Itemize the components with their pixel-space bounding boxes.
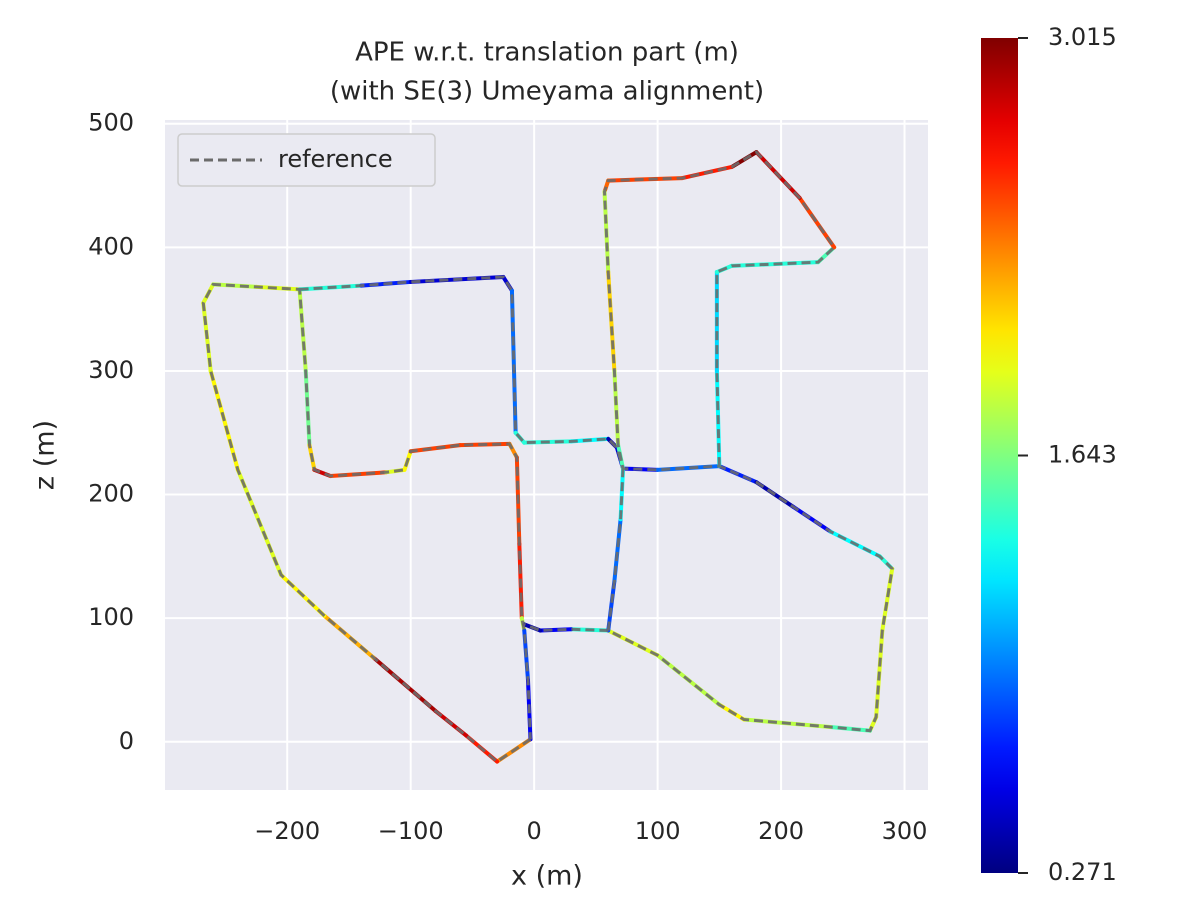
x-tick-label: 300: [882, 817, 928, 845]
x-tick-label: −200: [254, 817, 320, 845]
colorbar-fill: [981, 38, 1018, 873]
chart-subtitle: (with SE(3) Umeyama alignment): [330, 77, 764, 107]
y-tick-label: 100: [88, 603, 134, 631]
colorbar-tick-label: 1.643: [1048, 441, 1117, 469]
y-tick-label: 300: [88, 356, 134, 384]
x-tick-label: 200: [758, 817, 804, 845]
error-segment: [791, 504, 833, 534]
x-tick-label: −100: [378, 817, 444, 845]
legend-box: [177, 133, 436, 187]
y-tick-label: 0: [119, 727, 134, 755]
x-tick-label: 0: [527, 817, 542, 845]
error-segment: [828, 724, 872, 733]
error-segment: [254, 284, 302, 292]
reference-line: [201, 150, 894, 764]
y-tick-label: 400: [88, 232, 134, 260]
y-tick-label: 200: [88, 480, 134, 508]
colorbar: 0.271 1.643 3.015: [981, 23, 1117, 886]
y-axis-label: z (m): [30, 420, 61, 490]
plot-area: [165, 120, 928, 790]
chart-title: APE w.r.t. translation part (m): [355, 38, 739, 68]
y-tick-label: 500: [88, 109, 134, 137]
legend-label: reference: [278, 145, 393, 173]
trajectory: [201, 150, 895, 764]
x-axis-label: x (m): [511, 861, 583, 892]
colorbar-tick-label: 0.271: [1048, 858, 1117, 886]
legend: reference: [177, 133, 436, 187]
x-tick-label: 100: [635, 817, 681, 845]
colorbar-tick-label: 3.015: [1048, 23, 1117, 51]
